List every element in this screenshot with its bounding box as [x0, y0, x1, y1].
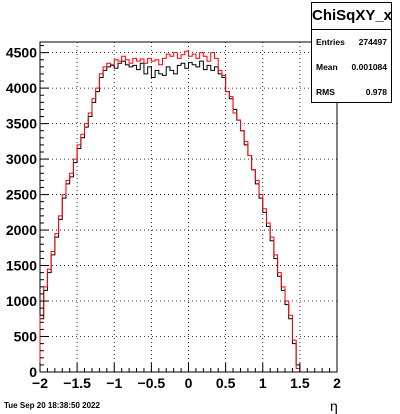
entries-value: 274497 — [358, 37, 387, 47]
y-tick-label: 1000 — [6, 293, 37, 309]
x-tick-label: −1 — [106, 375, 122, 391]
series-line-0 — [39, 60, 301, 372]
mean-value: 0.001084 — [351, 62, 387, 72]
y-tick-label: 3500 — [6, 116, 37, 132]
y-tick-label: 2000 — [6, 222, 37, 238]
series-line-1 — [39, 50, 301, 372]
entries-label: Entries — [316, 37, 345, 47]
x-tick-label: 1 — [259, 375, 267, 391]
y-tick-label: 4500 — [6, 45, 37, 61]
x-tick-label: −1.5 — [63, 375, 91, 391]
x-axis-title: η — [330, 398, 338, 414]
stats-entries-row: Entries 274497 — [312, 30, 391, 55]
x-tick-label: −0.5 — [138, 375, 166, 391]
x-tick-label: −2 — [32, 375, 48, 391]
x-tick-label: 1.5 — [290, 375, 310, 391]
mean-label: Mean — [316, 62, 338, 72]
stats-box: ChiSqXY_x Entries 274497 Mean 0.001084 R… — [311, 2, 392, 103]
timestamp: Tue Sep 20 18:38:50 2022 — [4, 401, 100, 410]
y-tick-label: 4000 — [6, 80, 37, 96]
y-tick-label: 500 — [14, 329, 38, 345]
x-tick-label: 2 — [333, 375, 341, 391]
x-tick-label: 0 — [185, 375, 193, 391]
stats-title: ChiSqXY_x — [312, 3, 392, 30]
rms-label: RMS — [316, 87, 335, 97]
y-tick-label: 1500 — [6, 258, 37, 274]
y-tick-label: 0 — [29, 364, 37, 380]
x-tick-label: 0.5 — [216, 375, 236, 391]
stats-mean-row: Mean 0.001084 — [312, 55, 391, 80]
y-tick-label: 3000 — [6, 151, 37, 167]
rms-value: 0.978 — [365, 87, 387, 97]
y-tick-label: 2500 — [6, 187, 37, 203]
stats-rms-row: RMS 0.978 — [312, 80, 391, 105]
